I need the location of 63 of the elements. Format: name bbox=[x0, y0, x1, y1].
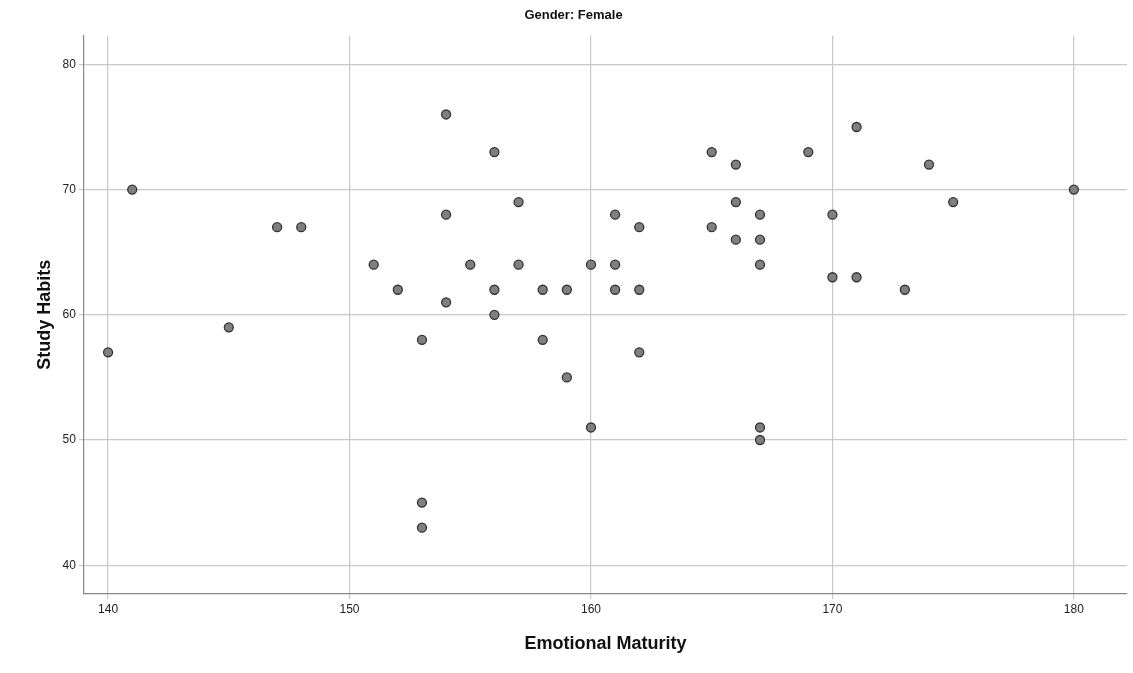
point bbox=[634, 222, 645, 233]
point bbox=[706, 146, 717, 158]
point bbox=[416, 522, 428, 533]
point bbox=[440, 109, 452, 120]
x-tick-label: 150 bbox=[339, 601, 360, 616]
x-tick-label: 180 bbox=[1063, 601, 1085, 616]
point bbox=[416, 334, 428, 345]
point bbox=[609, 284, 621, 295]
y-tick-label: 40 bbox=[62, 557, 77, 572]
chart-title: Gender: Female bbox=[524, 7, 623, 23]
point bbox=[537, 334, 548, 345]
y-tick-label: 70 bbox=[62, 181, 77, 196]
point bbox=[102, 347, 114, 358]
point bbox=[730, 159, 742, 170]
point bbox=[489, 146, 500, 158]
point bbox=[706, 222, 717, 233]
point bbox=[368, 259, 379, 270]
point bbox=[585, 422, 597, 433]
point bbox=[392, 284, 403, 295]
x-axis-title: Emotional Maturity bbox=[524, 633, 687, 654]
point bbox=[127, 184, 138, 195]
point bbox=[754, 434, 766, 446]
point bbox=[271, 222, 283, 233]
point bbox=[754, 234, 766, 245]
x-tick-label: 160 bbox=[580, 601, 602, 616]
point bbox=[923, 159, 935, 170]
point bbox=[416, 497, 428, 508]
point bbox=[585, 259, 597, 270]
point bbox=[754, 422, 766, 433]
point bbox=[537, 284, 548, 295]
point bbox=[634, 347, 645, 358]
point bbox=[489, 309, 500, 320]
point bbox=[730, 196, 742, 208]
point bbox=[754, 209, 766, 220]
point bbox=[803, 146, 814, 158]
y-tick-label: 50 bbox=[62, 432, 77, 447]
point bbox=[1068, 184, 1080, 195]
point bbox=[851, 121, 862, 133]
point bbox=[609, 259, 621, 270]
point bbox=[440, 297, 452, 308]
point bbox=[609, 209, 621, 220]
y-tick-label: 80 bbox=[62, 56, 77, 71]
x-tick-label: 140 bbox=[98, 601, 119, 616]
point bbox=[296, 222, 307, 233]
point bbox=[489, 284, 500, 295]
point bbox=[827, 272, 838, 283]
point bbox=[634, 284, 645, 295]
point bbox=[827, 209, 838, 220]
point bbox=[851, 272, 862, 283]
point bbox=[730, 234, 742, 245]
x-tick-label: 170 bbox=[822, 601, 843, 616]
point bbox=[465, 259, 476, 270]
point bbox=[513, 259, 524, 270]
y-axis-title: Study Habits bbox=[33, 259, 54, 370]
point bbox=[440, 209, 452, 220]
point bbox=[223, 322, 234, 333]
y-tick-label: 60 bbox=[62, 307, 77, 322]
point bbox=[899, 284, 911, 295]
point bbox=[513, 196, 524, 208]
point bbox=[561, 284, 572, 295]
point bbox=[948, 196, 959, 208]
point bbox=[561, 372, 572, 383]
point bbox=[754, 259, 766, 270]
